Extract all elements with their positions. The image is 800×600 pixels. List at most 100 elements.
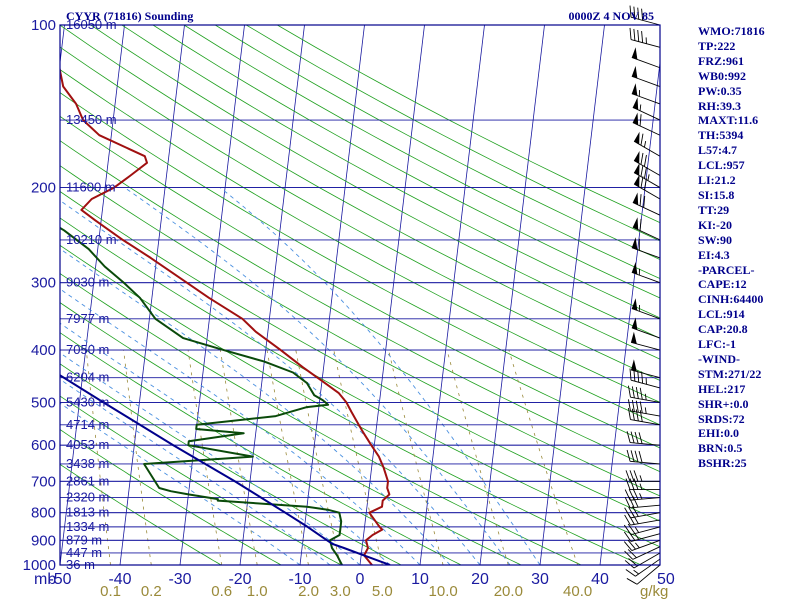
mixing-ratio-label: 1.0 bbox=[247, 583, 268, 600]
barb-staff bbox=[632, 226, 661, 241]
barb-pennant bbox=[631, 65, 638, 79]
pressure-label: 500 bbox=[31, 394, 56, 411]
dewpoint-trace bbox=[60, 226, 343, 565]
wind-barb bbox=[625, 470, 660, 482]
barb-flag bbox=[641, 371, 644, 384]
height-label: 11600 m bbox=[66, 180, 116, 195]
barb-pennant bbox=[631, 359, 637, 372]
sounding-index: BRN:0.5 bbox=[698, 441, 743, 456]
sounding-index: SW:90 bbox=[698, 232, 733, 247]
wind-barb bbox=[631, 317, 661, 339]
wind-barb bbox=[632, 112, 661, 136]
barb-staff bbox=[630, 526, 661, 536]
wind-barb bbox=[631, 237, 661, 259]
sounding-traces bbox=[60, 66, 391, 565]
barb-staff bbox=[630, 341, 661, 351]
barb-flag bbox=[628, 506, 635, 518]
barb-pennant bbox=[631, 262, 638, 275]
barb-staff bbox=[630, 512, 661, 519]
isotherm-line bbox=[239, 25, 305, 565]
pressure-label: 800 bbox=[31, 505, 56, 522]
barb-flag bbox=[627, 399, 631, 411]
barb-flag bbox=[640, 133, 644, 146]
barb-flag bbox=[640, 164, 644, 177]
barb-pennant bbox=[631, 317, 638, 330]
sounding-index: BSHR:25 bbox=[698, 456, 747, 471]
mixing-ratio-label: 0.6 bbox=[211, 583, 232, 600]
sounding-index: -PARCEL- bbox=[698, 262, 755, 277]
sounding-index: KI:-20 bbox=[698, 217, 732, 232]
mixing-ratio-label: 5.0 bbox=[372, 583, 393, 600]
wind-barb bbox=[624, 496, 661, 509]
barb-flag bbox=[639, 218, 642, 231]
barb-flag bbox=[633, 470, 639, 482]
height-label: 5430 m bbox=[66, 394, 109, 409]
barb-flag bbox=[637, 29, 640, 42]
wind-barb bbox=[632, 217, 661, 241]
barb-flag bbox=[627, 407, 631, 420]
barb-flag bbox=[624, 497, 631, 509]
sounding-index: EHI:0.0 bbox=[698, 426, 740, 441]
mixing-ratio-label: 10.0 bbox=[429, 583, 458, 600]
wind-barb bbox=[624, 506, 661, 519]
barb-staff bbox=[630, 519, 661, 526]
barb-flag bbox=[625, 569, 636, 577]
wind-barb bbox=[630, 331, 661, 351]
wind-barb bbox=[624, 488, 661, 501]
dry-adiabat-line bbox=[60, 115, 660, 449]
sounding-index: LI:21.2 bbox=[698, 173, 736, 188]
dry-adiabat-line bbox=[90, 25, 660, 339]
barb-staff bbox=[630, 504, 661, 509]
barb-flag bbox=[634, 450, 639, 463]
barb-flag bbox=[633, 28, 636, 41]
barb-flag bbox=[639, 401, 643, 414]
sounding-index: RH:39.3 bbox=[698, 98, 741, 113]
barb-half-flag bbox=[647, 174, 650, 181]
sounding-index: WB0:992 bbox=[698, 68, 746, 83]
barb-flag bbox=[628, 496, 635, 508]
tick-label-50: 50 bbox=[657, 571, 675, 588]
barb-flag bbox=[640, 176, 644, 189]
wind-barb bbox=[623, 523, 661, 536]
mixing-ratio-label: 3.0 bbox=[330, 583, 351, 600]
temperature-tick-label: 30 bbox=[531, 571, 549, 588]
pressure-label: 900 bbox=[31, 532, 56, 549]
pressure-label: 300 bbox=[31, 275, 56, 292]
wind-barb-column bbox=[623, 5, 661, 585]
wind-barb bbox=[631, 47, 661, 69]
height-label: 1334 m bbox=[66, 519, 109, 534]
barb-flag bbox=[639, 194, 642, 206]
barb-half-flag bbox=[644, 393, 647, 401]
height-label: 10210 m bbox=[66, 232, 117, 247]
moist-adiabat-line bbox=[60, 199, 481, 565]
temperature-trace bbox=[60, 66, 391, 565]
sounding-index: LCL:914 bbox=[698, 307, 745, 322]
chart-title: CYYR (71816) Sounding bbox=[66, 9, 193, 23]
barb-staff bbox=[632, 546, 661, 560]
dry-adiabat-line bbox=[60, 69, 660, 403]
barb-pennant bbox=[631, 331, 637, 344]
wind-barb bbox=[632, 192, 661, 216]
isotherm-line bbox=[179, 25, 245, 565]
mixing-ratio-label: 0.1 bbox=[100, 583, 121, 600]
sounding-index: CINH:64400 bbox=[698, 292, 764, 307]
temperature-tick-label: 20 bbox=[471, 571, 489, 588]
wind-barb bbox=[627, 385, 661, 403]
barb-flag bbox=[624, 514, 631, 526]
wind-barb bbox=[623, 539, 661, 551]
barb-flag bbox=[638, 432, 643, 444]
wind-barb bbox=[629, 27, 661, 48]
barb-flag bbox=[633, 6, 636, 19]
barb-pennant bbox=[631, 237, 638, 250]
moist-adiabat-line bbox=[124, 187, 511, 565]
wind-barb bbox=[631, 83, 661, 105]
barb-staff bbox=[630, 379, 661, 389]
sounding-index: MAXT:11.6 bbox=[698, 113, 759, 128]
barb-pennant bbox=[632, 192, 639, 205]
wind-barb bbox=[633, 151, 661, 176]
temperature-tick-label: -30 bbox=[168, 571, 191, 588]
height-label: 1813 m bbox=[66, 505, 109, 520]
barb-flag bbox=[626, 431, 631, 443]
barb-half-flag bbox=[633, 569, 639, 575]
